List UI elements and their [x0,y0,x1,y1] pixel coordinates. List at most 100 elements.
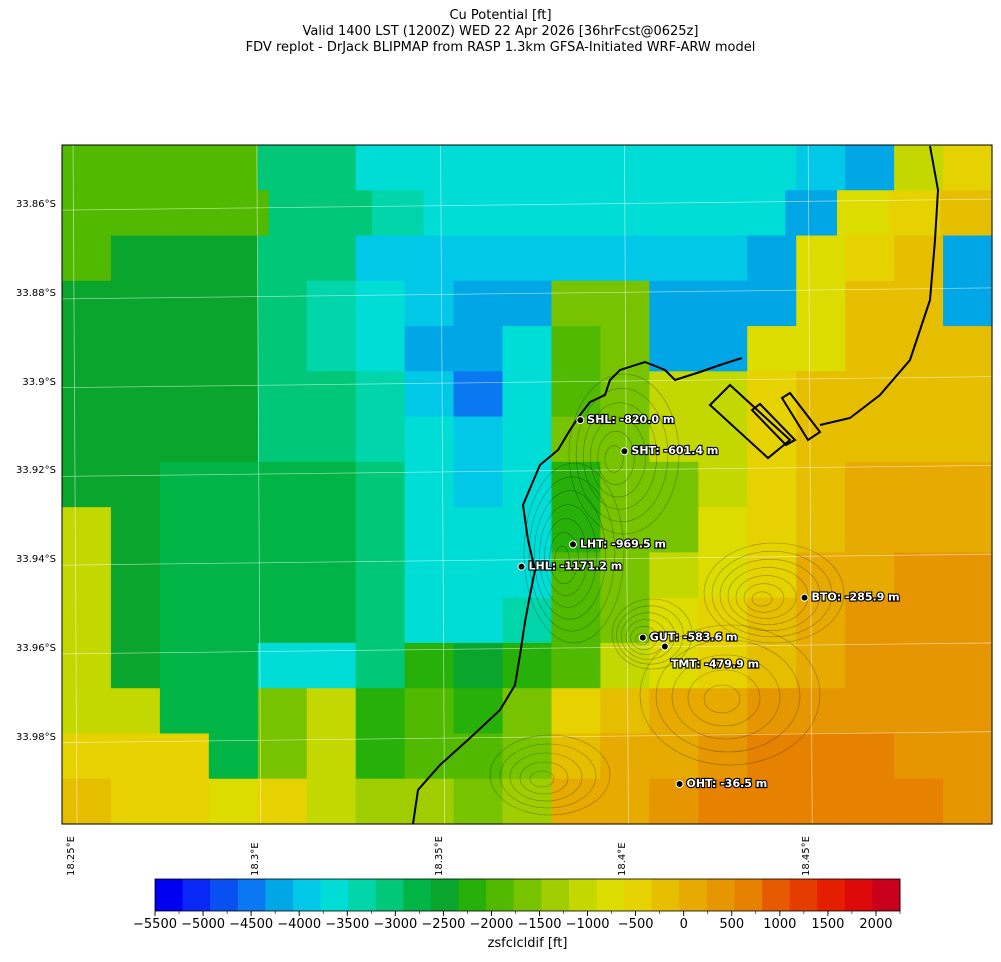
contour-line [519,761,569,795]
heat-cell [888,190,941,237]
heat-cell [159,280,210,327]
contour-line [523,462,625,644]
heat-cell [943,597,993,644]
station-label: LHT: -969.5 m [580,537,666,550]
heat-cell [845,371,895,418]
heat-cell [502,280,553,327]
colorbar-bin [155,879,183,911]
heat-cell [551,778,602,825]
heat-cell [453,688,504,735]
lon-tick-label: 18.3°E [249,842,261,876]
heat-cell [257,733,308,780]
colorbar-tick-label: 2000 [859,917,893,932]
colorbar-tick-label: −4500 [229,917,274,932]
heat-cell [943,235,993,282]
heat-cell [502,145,553,191]
heat-cell [159,326,210,372]
graticule-lat-line [61,465,993,477]
title-line-1: Cu Potential [ft] [449,8,552,23]
colorbar-tick-label: −2500 [421,917,466,932]
heat-cell [208,280,259,327]
contour-line [539,504,597,608]
heat-cell [257,597,308,644]
heat-cell [355,326,406,372]
lon-tick-label: 18.25°E [66,836,78,876]
contour-line [751,591,773,607]
heat-cell [257,461,308,508]
heat-cell [551,597,602,644]
contour-line [590,416,646,498]
heat-cell [502,688,553,735]
heat-cell [845,461,895,508]
station-marker [620,447,629,456]
heat-cell [845,326,895,372]
colorbar-bin [320,879,349,911]
coastline [412,357,743,825]
heat-cell [747,688,797,735]
colorbar-bin [430,879,459,911]
contour-line [529,770,555,788]
contour-line [554,545,570,573]
heat-cell [698,507,748,553]
heat-cell [502,235,553,282]
heat-cell [110,416,161,463]
heat-cell [113,190,166,237]
colorbar-tick-label: −5000 [181,917,226,932]
heat-cell [600,688,650,735]
heat-cell [62,326,112,372]
heat-cell [600,507,650,553]
heat-cell [943,688,993,735]
heat-cell [502,733,553,780]
contour-line [499,743,597,809]
map-frame [61,144,993,825]
heat-cell [355,688,406,735]
heat-cell [578,190,631,237]
station-markers: SHL: -820.0 m SHT: -601.4 m LHT: -969.5 m L… [517,412,901,791]
colorbar-bin [651,879,680,911]
heat-cell [796,145,846,191]
contour-line [611,598,693,670]
heat-cell [943,552,993,599]
heat-cell [943,145,993,191]
station-label: OHT: -36.5 m [687,777,768,790]
heat-cell [404,642,455,689]
station-label: LHL: -1171.2 m [528,560,622,573]
colorbar-label: zsfclcldif [ft] [487,936,568,951]
heat-cell [306,145,357,191]
heat-cell [159,552,210,599]
heat-cell [306,416,357,463]
contour-line [583,402,657,510]
heat-cell [208,145,259,191]
heat-cell [62,733,112,780]
heat-cell [110,778,161,825]
station-label: TMT: -479.9 m [671,657,759,670]
heat-cell [404,326,455,372]
heat-cell [894,371,944,418]
heat-cell [62,190,115,237]
heat-cell [110,235,161,282]
heat-cell [208,371,259,418]
heat-cell [747,326,797,372]
heat-cell [796,642,846,689]
contour-line [568,373,680,535]
colorbar-bin [265,879,294,911]
contour-line [630,626,658,650]
colorbar-bin [513,879,542,911]
contour-line [621,612,675,660]
contour-line [735,575,797,619]
heat-cell [62,688,112,735]
heat-cell [159,597,210,644]
graticule-lon-line [440,144,446,825]
contour-line [575,388,669,522]
colorbar-bin [706,879,735,911]
heat-cell [943,371,993,418]
heat-cell [110,280,161,327]
heat-cell [306,688,357,735]
heat-cell [943,416,993,463]
heat-cell [453,642,504,689]
colorbar-bin [872,879,901,911]
heat-cell [257,688,308,735]
heat-cell [943,642,993,689]
heat-cell [943,507,993,553]
